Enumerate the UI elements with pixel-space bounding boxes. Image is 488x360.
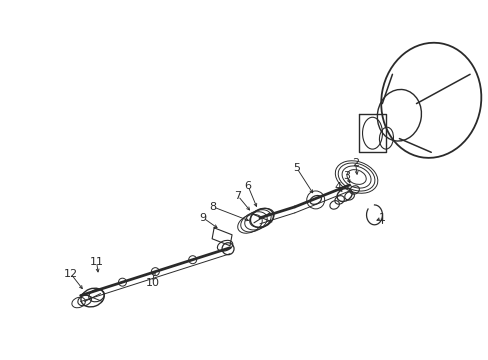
Text: 7: 7 — [234, 191, 241, 201]
Text: 6: 6 — [244, 181, 251, 191]
Text: 12: 12 — [63, 269, 78, 279]
Text: 9: 9 — [199, 213, 206, 223]
Text: 10: 10 — [145, 278, 159, 288]
Text: 11: 11 — [89, 257, 103, 267]
Text: 4: 4 — [333, 182, 341, 192]
Text: 8: 8 — [209, 202, 216, 212]
Text: 1: 1 — [378, 213, 385, 223]
Text: 5: 5 — [293, 163, 300, 173]
Text: 2: 2 — [351, 158, 358, 168]
Text: 3: 3 — [343, 171, 349, 181]
